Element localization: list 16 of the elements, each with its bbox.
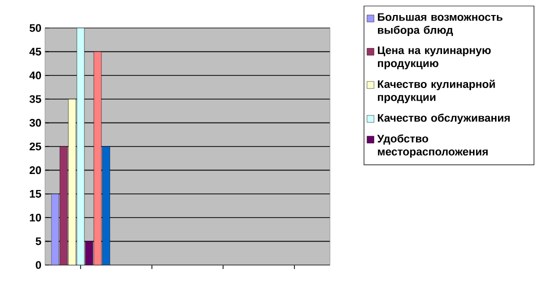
- y-tick-label: 10: [30, 214, 42, 222]
- legend-label: Большая возможность выбора блюд: [378, 13, 502, 36]
- y-tick-label: 30: [29, 118, 42, 127]
- y-tick-label: 15: [30, 190, 42, 198]
- y-tick-label: 25: [30, 142, 42, 150]
- y-tick-label: 5: [36, 237, 42, 246]
- y-tick-label: 0: [36, 261, 42, 269]
- legend-label: Цена на кулинарную продукцию: [378, 46, 491, 70]
- legend-label: Качество обслуживания: [378, 114, 510, 124]
- y-tick-label: 20: [30, 166, 42, 174]
- y-tick-label: 35: [29, 95, 42, 103]
- y-tick-label: 50: [30, 24, 42, 32]
- y-tick-label: 45: [29, 48, 42, 56]
- legend-label: Качество кулинарной продукции: [378, 80, 495, 104]
- y-tick-label: 40: [29, 72, 42, 80]
- legend-label: Удобство месторасположения: [377, 134, 488, 158]
